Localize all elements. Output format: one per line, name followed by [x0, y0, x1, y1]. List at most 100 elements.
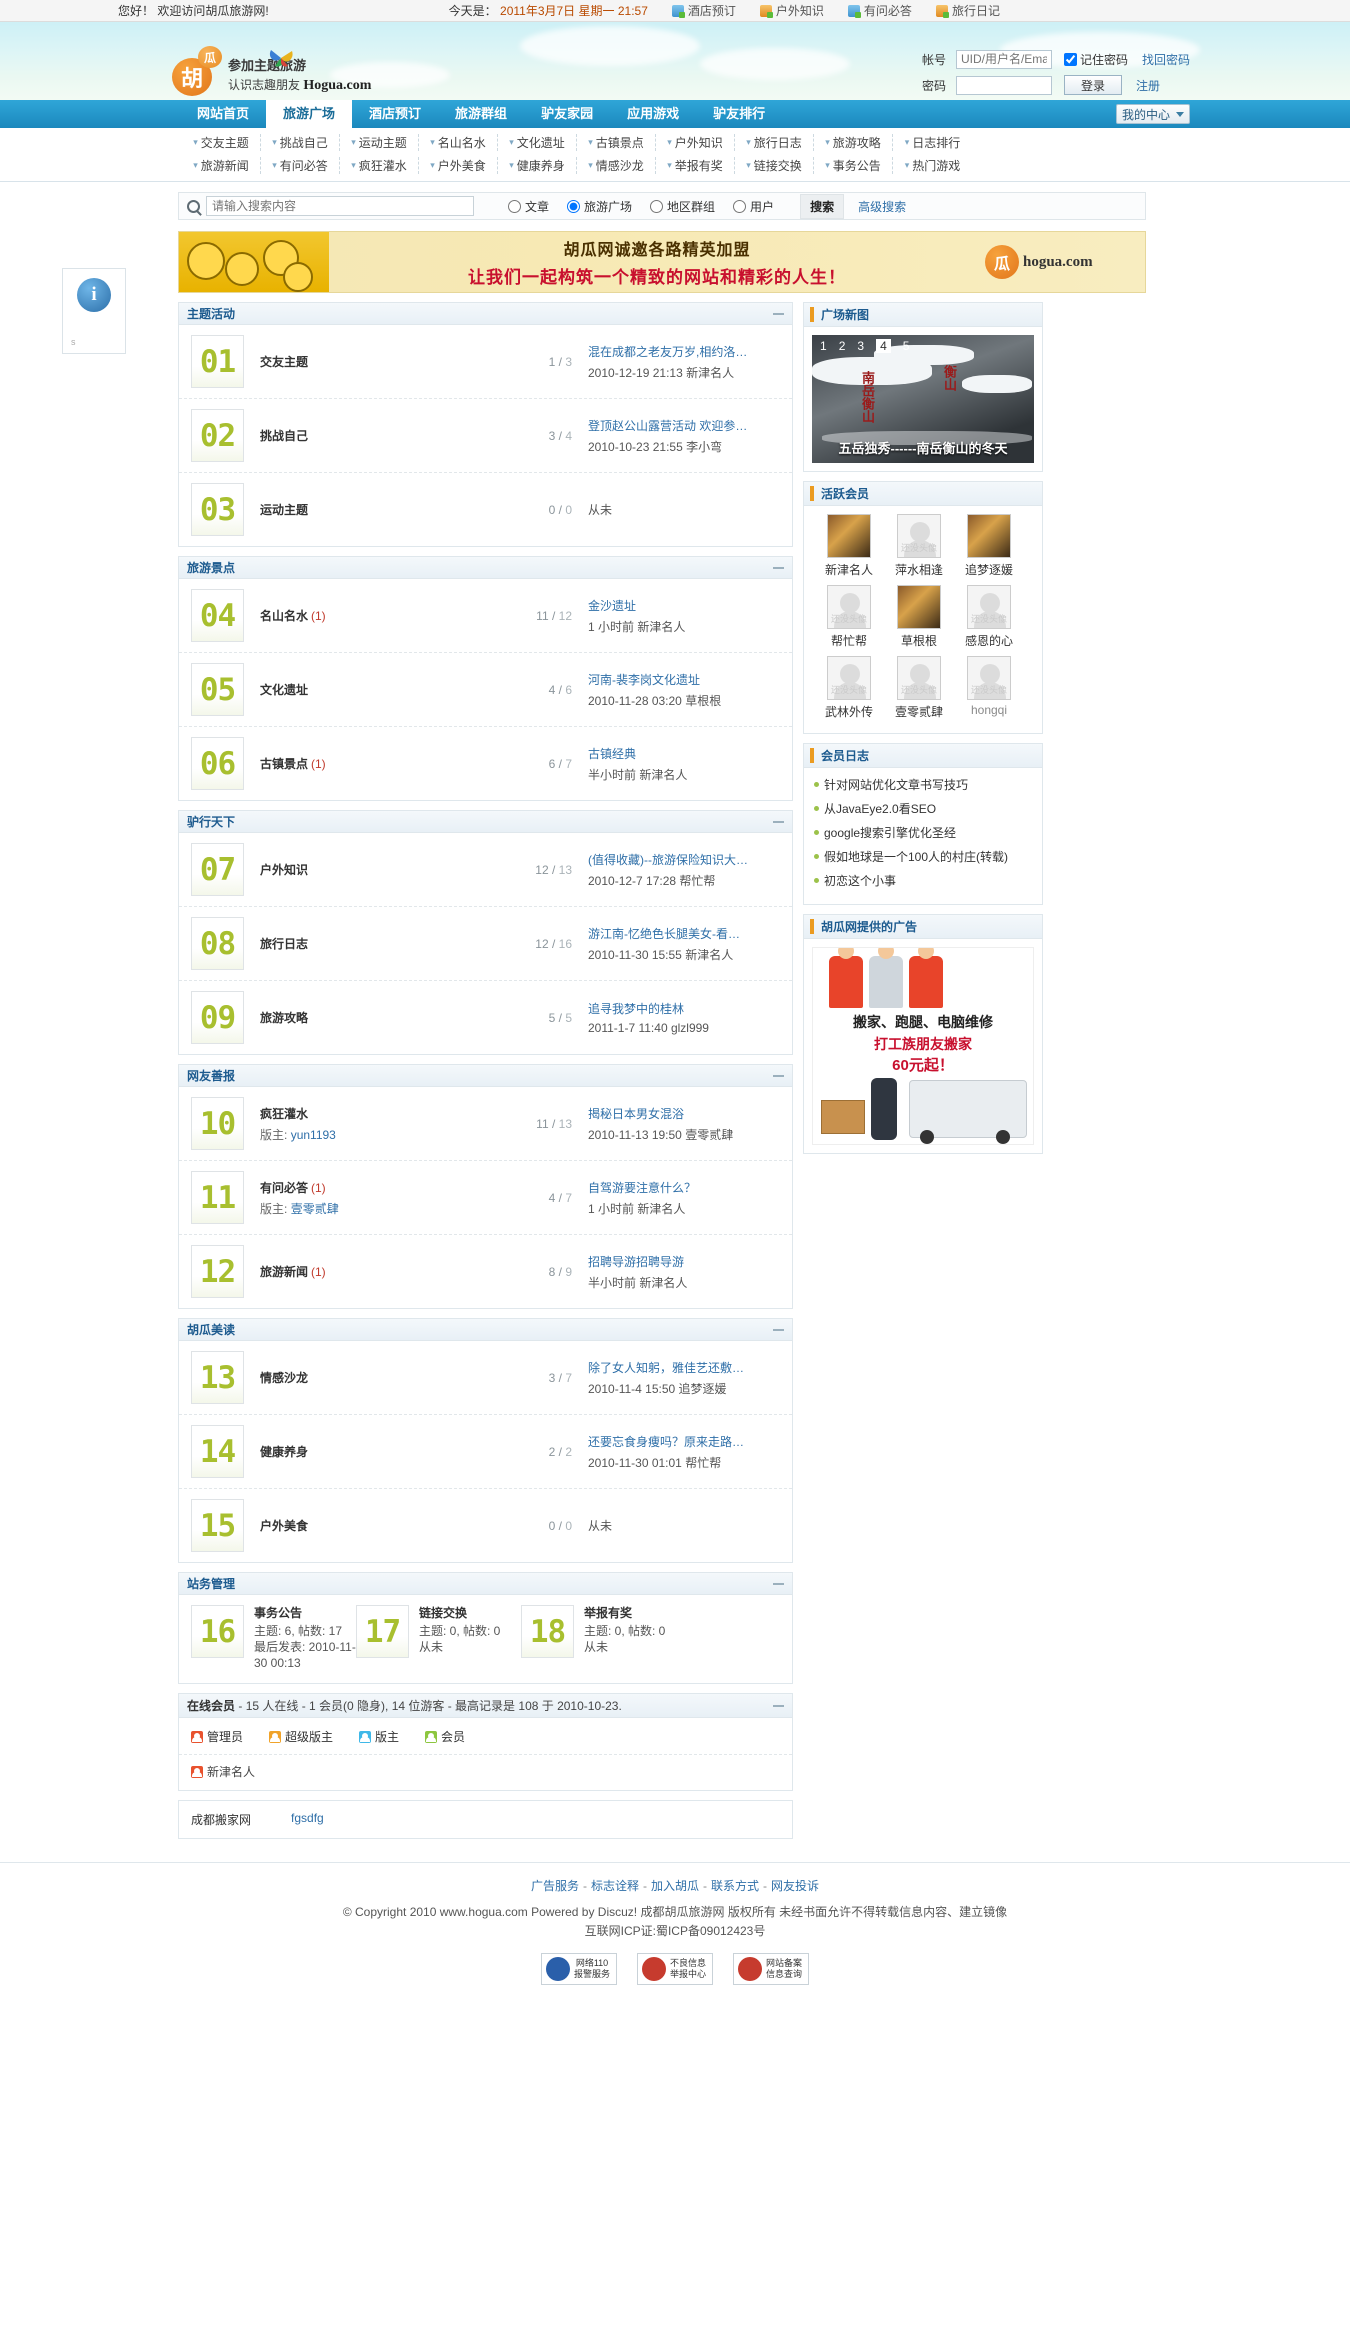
member-card[interactable]: 还没头像 武林外传 — [814, 656, 884, 720]
sub-nav-item-4[interactable]: ▾ 名山名水 — [419, 134, 498, 151]
sub-nav-item-5[interactable]: ▾ 健康养身 — [498, 157, 577, 174]
sub-nav-item-9[interactable]: ▾ 事务公告 — [814, 157, 893, 174]
member-card[interactable]: 草根根 — [884, 585, 954, 649]
forum-name[interactable]: 健康养身 — [260, 1443, 510, 1460]
forum-name[interactable]: 运动主题 — [260, 501, 510, 518]
collapse-icon[interactable] — [773, 312, 784, 315]
username-input[interactable] — [955, 49, 1052, 69]
member-card[interactable]: 还没头像 hongqi — [954, 656, 1024, 720]
forum-name[interactable]: 挑战自己 — [260, 427, 510, 444]
sub-nav-item-2[interactable]: ▾ 挑战自己 — [261, 134, 340, 151]
log-item[interactable]: google搜索引擎优化圣经 — [814, 824, 1042, 841]
promo-banner[interactable]: 胡瓜网诚邀各路精英加盟 让我们一起构筑一个精致的网站和精彩的人生！ 瓜 hogu… — [178, 231, 1146, 293]
log-item[interactable]: 假如地球是一个100人的村庄(转载) — [814, 848, 1042, 865]
forum-row[interactable]: 09 旅游攻略 5 / 5 追寻我梦中的桂林 2011-1-7 11:40 glzl99… — [179, 981, 792, 1054]
register-link[interactable]: 注册 — [1135, 78, 1160, 93]
forum-name[interactable]: 交友主题 — [260, 353, 510, 370]
nav-item-hotel[interactable]: 酒店预订 — [369, 106, 422, 121]
avatar[interactable]: 还没头像 — [967, 585, 1011, 629]
footer-link[interactable]: 标志诠释 — [590, 1879, 639, 1893]
footer-badge[interactable]: 网站备案 信息查询 — [733, 1953, 809, 1985]
pager-4[interactable]: 4 — [876, 339, 891, 353]
floating-info-box[interactable]: i s — [62, 268, 126, 354]
forum-name[interactable]: 情感沙龙 — [260, 1369, 510, 1386]
sub-nav-item-7[interactable]: ▾ 举报有奖 — [656, 157, 735, 174]
photo-slideshow[interactable]: 南岳衡山 衡山 1 2 3 4 5 五岳独秀------南岳衡山的冬天 — [812, 335, 1034, 463]
search-scope-user[interactable]: 用户 — [733, 198, 774, 215]
log-item[interactable]: 初恋这个小事 — [814, 872, 1042, 889]
advertisement-image[interactable]: 搬家、跑腿、电脑维修 打工族朋友搬家 60元起！ — [812, 947, 1034, 1145]
sub-nav-item-1[interactable]: ▾ 交友主题 — [182, 134, 261, 151]
forum-name[interactable]: 有问必答 (1) 版主: 壹零贰肆 — [260, 1179, 510, 1217]
station-name[interactable]: 事务公告 — [254, 1606, 303, 1620]
sub-nav-item-2[interactable]: ▾ 有问必答 — [261, 157, 340, 174]
footer-link[interactable]: 网友投诉 — [771, 1879, 820, 1893]
footer-badge[interactable]: 网络110 报警服务 — [541, 1953, 617, 1985]
footer-link[interactable]: 广告服务 — [530, 1879, 579, 1893]
last-post-title[interactable]: 登顶赵公山露营活动 欢迎参加啦 — [588, 418, 748, 433]
collapse-icon[interactable] — [773, 1074, 784, 1077]
avatar[interactable]: 还没头像 — [897, 656, 941, 700]
avatar[interactable]: 还没头像 — [827, 656, 871, 700]
avatar[interactable] — [967, 514, 1011, 558]
forum-row[interactable]: 13 情感沙龙 3 / 7 除了女人知躬，雅佳艺还敷会表们 ... 2010-11-4 … — [179, 1341, 792, 1415]
partner-link[interactable]: fgsdfg — [291, 1811, 324, 1825]
avatar[interactable] — [827, 514, 871, 558]
nav-item-plaza[interactable]: 旅游广场 — [266, 100, 353, 128]
sub-nav-item-10[interactable]: ▾ 热门游戏 — [893, 157, 972, 174]
last-post-title[interactable]: 除了女人知躬，雅佳艺还敷会表们 ... — [588, 1360, 748, 1375]
collapse-icon[interactable] — [773, 566, 784, 569]
pager-2[interactable]: 2 — [838, 339, 846, 353]
sub-nav-item-7[interactable]: ▾ 户外知识 — [656, 134, 735, 151]
collapse-icon[interactable] — [773, 1704, 784, 1707]
forum-row[interactable]: 11 有问必答 (1) 版主: 壹零贰肆 4 / 7 自驾游要注意什么？ 1 小时前 新津名… — [179, 1161, 792, 1235]
remember-checkbox-input[interactable] — [1063, 52, 1077, 66]
log-link[interactable]: 初恋这个小事 — [824, 874, 897, 888]
forum-row[interactable]: 06 古镇景点 (1) 6 / 7 古镇经典 半小时前 新津名人 — [179, 727, 792, 800]
last-post-title[interactable]: 揭秘日本男女混浴 — [588, 1106, 685, 1121]
member-card[interactable]: 还没头像 帮忙帮 — [814, 585, 884, 649]
station-name[interactable]: 举报有奖 — [584, 1606, 633, 1620]
station-cell[interactable]: 16 事务公告 主题: 6, 帖数: 17 最后发表: 2010-11-30 00:1… — [191, 1605, 356, 1671]
member-card[interactable]: 还没头像 萍水相逢 — [884, 514, 954, 578]
sub-nav-item-5[interactable]: ▾ 文化遗址 — [498, 134, 577, 151]
pager-5[interactable]: 5 — [902, 339, 910, 353]
last-post-title[interactable]: (值得收藏)--旅游保险知识大全(二 ... — [588, 852, 748, 867]
last-post-title[interactable]: 自驾游要注意什么？ — [588, 1180, 697, 1195]
nav-item-ranking[interactable]: 驴友排行 — [713, 106, 766, 121]
station-name[interactable]: 链接交换 — [419, 1606, 468, 1620]
radio-group[interactable] — [650, 199, 664, 213]
sub-nav-item-9[interactable]: ▾ 旅游攻略 — [814, 134, 893, 151]
pager-3[interactable]: 3 — [857, 339, 865, 353]
nav-item-groups[interactable]: 旅游群组 — [455, 106, 508, 121]
sub-nav-item-4[interactable]: ▾ 户外美食 — [419, 157, 498, 174]
forum-row[interactable]: 08 旅行日志 12 / 16 游江南-忆绝色长腿美女-看花了眼 ... 2010-11… — [179, 907, 792, 981]
log-link[interactable]: 假如地球是一个100人的村庄(转载) — [824, 850, 1009, 864]
last-post-title[interactable]: 金沙遗址 — [588, 598, 637, 613]
forum-row[interactable]: 10 疯狂灌水 版主: yun1193 11 / 13 揭秘日本男女混浴 2010-11-… — [179, 1087, 792, 1161]
forum-row[interactable]: 12 旅游新闻 (1) 8 / 9 招聘导游招聘导游 半小时前 新津名人 — [179, 1235, 792, 1308]
collapse-icon[interactable] — [773, 1328, 784, 1331]
search-scope-article[interactable]: 文章 — [508, 198, 549, 215]
moderator-link[interactable]: yun1193 — [290, 1127, 336, 1142]
collapse-icon[interactable] — [773, 820, 784, 823]
forum-name[interactable]: 旅行日志 — [260, 935, 510, 952]
forum-row[interactable]: 07 户外知识 12 / 13 (值得收藏)--旅游保险知识大全(二 ... 2010-… — [179, 833, 792, 907]
last-post-title[interactable]: 古镇经典 — [588, 746, 637, 761]
forum-name[interactable]: 名山名水 (1) — [260, 607, 510, 624]
forum-row[interactable]: 01 交友主题 1 / 3 混在成都之老友万岁,相约洛带古镇 ... 2010-12-1… — [179, 325, 792, 399]
rss-link-qa[interactable]: 有问必答 — [847, 2, 912, 19]
station-cell[interactable]: 17 链接交换 主题: 0, 帖数: 0 从未 — [356, 1605, 521, 1671]
forum-name[interactable]: 文化遗址 — [260, 681, 510, 698]
search-scope-group[interactable]: 地区群组 — [650, 198, 715, 215]
nav-item-games[interactable]: 应用游戏 — [627, 106, 680, 121]
nav-item-home-community[interactable]: 驴友家园 — [541, 106, 594, 121]
sub-nav-item-6[interactable]: ▾ 情感沙龙 — [577, 157, 656, 174]
remember-password-checkbox[interactable]: 记住密码 — [1063, 51, 1128, 68]
avatar[interactable] — [897, 585, 941, 629]
my-center-dropdown[interactable]: 我的中心 — [1116, 104, 1190, 124]
forum-name[interactable]: 古镇景点 (1) — [260, 755, 510, 772]
radio-article[interactable] — [508, 199, 521, 213]
sub-nav-item-8[interactable]: ▾ 旅行日志 — [735, 134, 814, 151]
forum-name[interactable]: 疯狂灌水 版主: yun1193 — [260, 1105, 510, 1143]
